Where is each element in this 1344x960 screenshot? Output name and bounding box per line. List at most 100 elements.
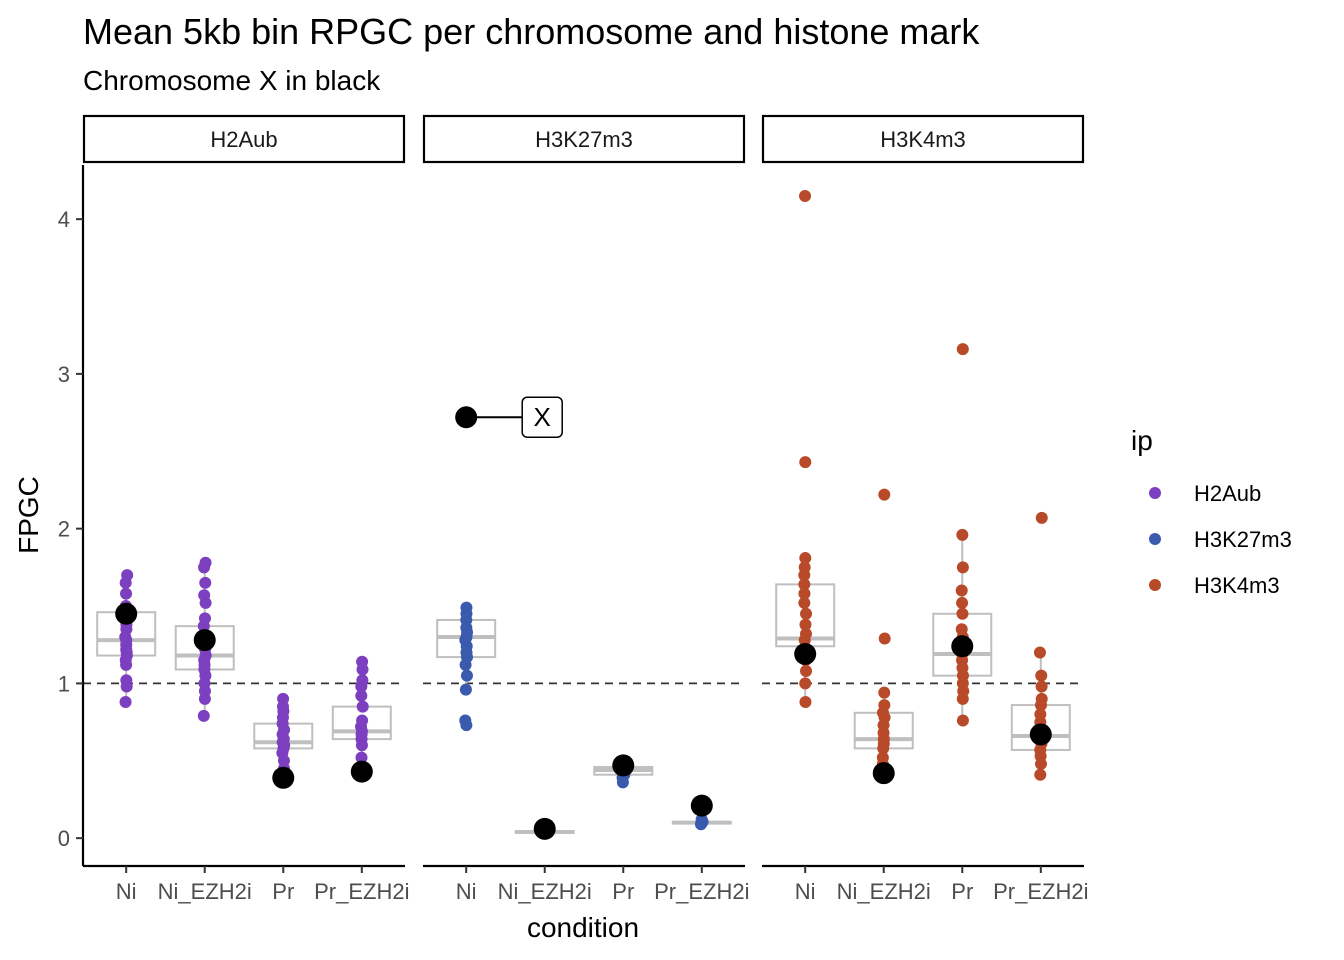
strip-box [422,114,746,164]
data-point [799,627,812,640]
data-point [956,607,969,620]
data-point [356,655,369,668]
group-ni-ezh2i: Ni_EZH2i [498,817,592,904]
legend-key [1149,533,1161,545]
data-point [1034,768,1047,781]
facet-panel-h3k27m3: H3K27m3 X Ni Ni_EZH2i Pr Pr_EZH2i [422,114,749,904]
facet-panels: H2Aub Ni Ni_EZH2i Pr Pr_EZH2i H3K27m3 X Ni Ni_EZ… [82,114,1088,904]
group-ni: Ni [96,569,157,904]
data-point [956,343,969,356]
data-point [198,612,211,625]
data-point [955,623,968,636]
data-point [1034,708,1047,721]
data-point [799,189,812,202]
data-point [460,669,473,682]
legend-key [1149,487,1161,499]
data-point [956,528,969,541]
chrx-label: X [534,402,551,432]
chrx-point [272,766,295,789]
data-point [120,674,133,687]
data-point [956,714,969,727]
x-tick-label: Ni_EZH2i [498,879,592,904]
data-point [355,689,368,702]
y-tick-label: 4 [58,207,70,232]
legend-label: H3K27m3 [1194,527,1292,552]
strip-label: H3K4m3 [880,127,966,152]
data-point [459,714,472,727]
data-point [799,677,812,690]
strip-label: H3K27m3 [535,127,633,152]
x-tick-label: Pr [612,879,634,904]
group-ni-ezh2i: Ni_EZH2i [837,488,931,904]
chrx-point [533,817,556,840]
data-point [798,561,811,574]
y-tick-label: 3 [58,362,70,387]
x-tick-label: Pr_EZH2i [654,879,749,904]
strip-label: H2Aub [210,127,277,152]
x-tick-label: Ni_EZH2i [837,879,931,904]
data-point [197,709,210,722]
group-pr-ezh2i: Pr_EZH2i [993,511,1088,904]
data-point [356,674,369,687]
strip-box [82,114,406,164]
chrx-point [612,754,635,777]
group-ni-ezh2i: Ni_EZH2i [158,556,252,904]
data-point [800,665,813,678]
facet-panel-h2aub: H2Aub Ni Ni_EZH2i Pr Pr_EZH2i [82,114,409,904]
chrx-point [455,406,478,429]
data-point [878,699,891,712]
data-point [695,813,708,826]
data-point [798,587,811,600]
data-point [878,632,891,645]
x-tick-label: Ni [795,879,816,904]
chrx-point [794,642,817,665]
chart-title: Mean 5kb bin RPGC per chromosome and his… [83,11,980,52]
data-point [798,578,811,591]
data-point [198,589,211,602]
y-axis-title: FPGC [13,476,44,554]
group-pr: Pr [932,343,993,904]
data-point [956,561,969,574]
chrx-point [350,760,373,783]
data-point [799,618,812,631]
chrx-point [1029,723,1052,746]
y-tick-label: 0 [58,826,70,851]
x-tick-label: Ni [456,879,477,904]
x-tick-label: Pr_EZH2i [993,879,1088,904]
group-pr-ezh2i: Pr_EZH2i [314,655,409,904]
legend-key [1149,579,1161,591]
data-point [955,584,968,597]
data-point [199,576,212,589]
y-tick-label: 2 [58,517,70,542]
data-point [1035,669,1048,682]
strip-box [761,114,1085,164]
legend-title: ip [1131,425,1153,456]
data-point [1033,646,1046,659]
chrx-point [193,629,216,652]
data-point [799,552,812,565]
data-point [356,700,369,713]
chrx-point [115,602,138,625]
x-tick-label: Pr [951,879,973,904]
data-point [355,751,368,764]
chart-subtitle: Chromosome X in black [83,65,381,96]
data-point [459,683,472,696]
x-tick-label: Pr [272,879,294,904]
data-point [798,596,811,609]
data-point [199,556,212,569]
facet-panel-h3k4m3: H3K4m3 Ni Ni_EZH2i Pr Pr_EZH2i [761,114,1088,904]
group-pr: Pr [253,692,314,904]
data-point [878,686,891,699]
label-box [521,396,563,438]
data-point [121,569,134,582]
data-point [120,587,133,600]
data-point [956,596,969,609]
legend-label: H3K4m3 [1194,573,1280,598]
x-tick-label: Ni_EZH2i [158,879,252,904]
y-axis: 0 1 2 3 4 [58,165,85,866]
group-ni: X Ni [436,396,563,904]
data-point [119,695,132,708]
y-tick-label: 1 [58,671,70,696]
chrx-point [690,794,713,817]
